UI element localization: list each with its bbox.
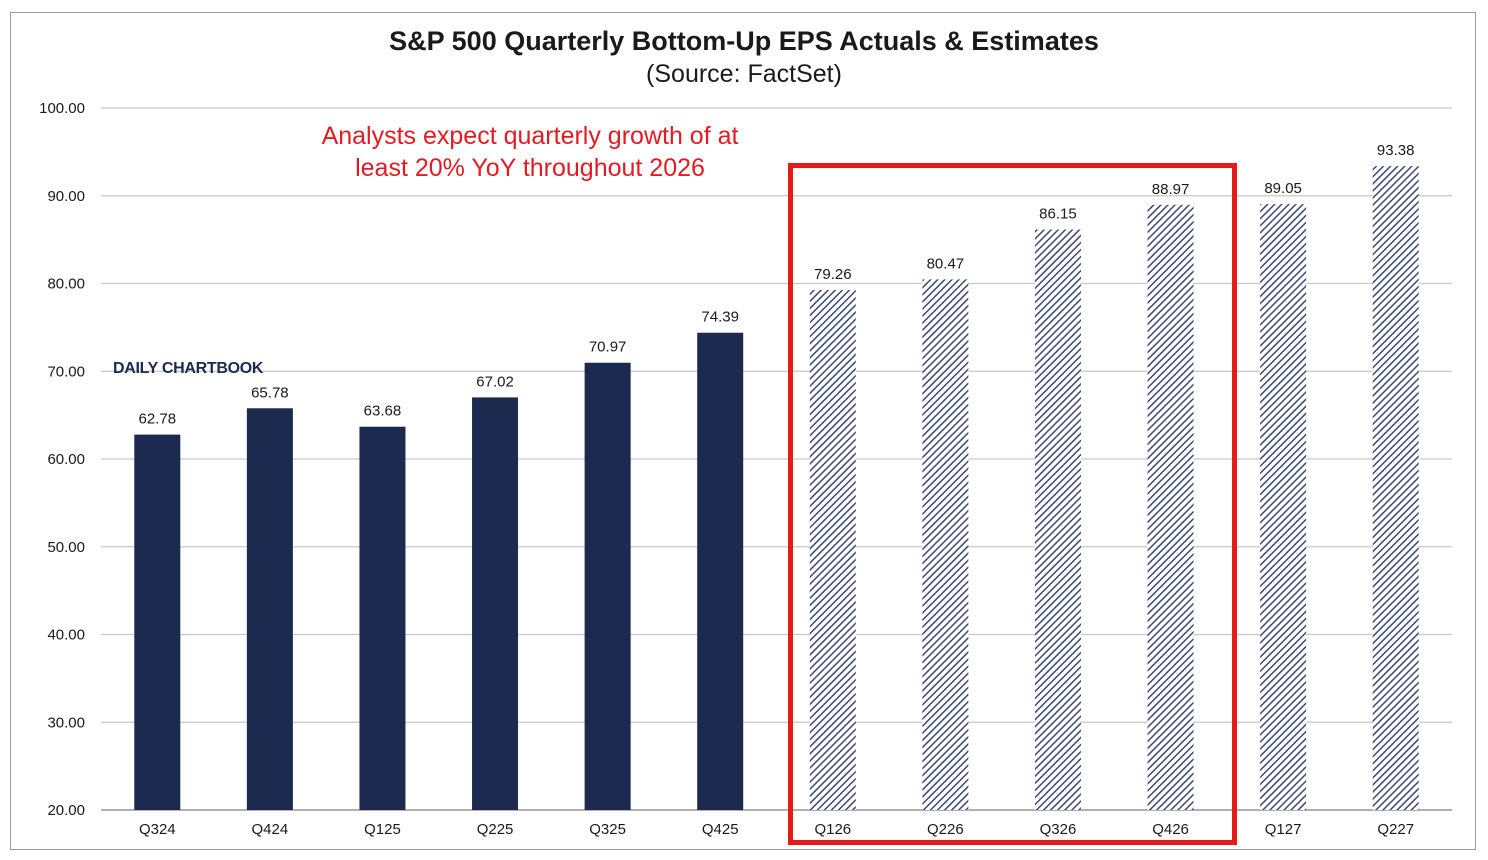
bar-q226 bbox=[922, 279, 969, 811]
y-tick-label: 40.00 bbox=[47, 627, 85, 644]
value-label-q126: 79.26 bbox=[814, 266, 852, 283]
x-tick-label-q226: Q226 bbox=[927, 821, 964, 838]
bar-q227 bbox=[1372, 166, 1419, 810]
x-tick-label-q425: Q425 bbox=[702, 821, 739, 838]
bar-q225 bbox=[472, 397, 519, 810]
x-axis: Q324 Q424 Q125 Q225 Q325 Q425 Q126 Q226 Q326 Q426… bbox=[139, 821, 1414, 838]
value-labels: 62.78 65.78 63.68 67.02 70.97 74.39 79.26 80.47… bbox=[139, 142, 1415, 428]
chart-title: S&P 500 Quarterly Bottom-Up EPS Actuals … bbox=[389, 26, 1099, 56]
bar-q324 bbox=[134, 434, 181, 810]
value-label-q426: 88.97 bbox=[1152, 181, 1190, 198]
bar-q125 bbox=[359, 426, 406, 810]
x-tick-label-q127: Q127 bbox=[1265, 821, 1302, 838]
x-tick-label-q227: Q227 bbox=[1377, 821, 1414, 838]
bar-q426 bbox=[1147, 204, 1194, 810]
value-label-q227: 93.38 bbox=[1377, 142, 1415, 159]
x-tick-label-q424: Q424 bbox=[252, 821, 289, 838]
bar-q325 bbox=[584, 362, 631, 810]
value-label-q425: 74.39 bbox=[701, 309, 739, 326]
y-tick-label: 90.00 bbox=[47, 188, 85, 205]
x-tick-label-q225: Q225 bbox=[477, 821, 514, 838]
x-tick-label-q126: Q126 bbox=[814, 821, 851, 838]
bars bbox=[134, 166, 1419, 811]
y-tick-label: 50.00 bbox=[47, 539, 85, 556]
watermark-daily-chartbook: DAILY CHARTBOOK bbox=[113, 360, 264, 377]
grid-lines bbox=[101, 107, 1452, 811]
bar-q126 bbox=[809, 289, 856, 810]
highlight-box-2026 bbox=[788, 163, 1237, 845]
value-label-q127: 89.05 bbox=[1264, 180, 1302, 197]
value-label-q324: 62.78 bbox=[139, 411, 177, 428]
x-tick-label-q426: Q426 bbox=[1152, 821, 1189, 838]
bar-q425 bbox=[697, 332, 744, 810]
chart-subtitle: (Source: FactSet) bbox=[646, 60, 842, 88]
value-label-q225: 67.02 bbox=[476, 373, 514, 390]
value-label-q325: 70.97 bbox=[589, 339, 627, 356]
bar-q424 bbox=[246, 408, 293, 810]
value-label-q125: 63.68 bbox=[364, 403, 402, 420]
y-tick-label: 30.00 bbox=[47, 714, 85, 731]
x-tick-label-q125: Q125 bbox=[364, 821, 401, 838]
y-axis: 20.00 30.00 40.00 50.00 60.00 70.00 80.00 90.00… bbox=[39, 100, 85, 819]
y-tick-label: 60.00 bbox=[47, 451, 85, 468]
x-tick-label-q324: Q324 bbox=[139, 821, 176, 838]
value-label-q226: 80.47 bbox=[927, 255, 965, 272]
x-tick-label-q325: Q325 bbox=[589, 821, 626, 838]
y-tick-label: 100.00 bbox=[39, 100, 85, 117]
value-label-q424: 65.78 bbox=[251, 384, 289, 401]
x-tick-label-q326: Q326 bbox=[1040, 821, 1077, 838]
y-tick-label: 70.00 bbox=[47, 363, 85, 380]
bar-q326 bbox=[1034, 229, 1081, 810]
annotation-text: Analysts expect quarterly growth of at l… bbox=[321, 122, 739, 182]
y-tick-label: 80.00 bbox=[47, 276, 85, 293]
bar-q127 bbox=[1260, 204, 1307, 810]
value-label-q326: 86.15 bbox=[1039, 206, 1077, 223]
y-tick-label: 20.00 bbox=[47, 802, 85, 819]
